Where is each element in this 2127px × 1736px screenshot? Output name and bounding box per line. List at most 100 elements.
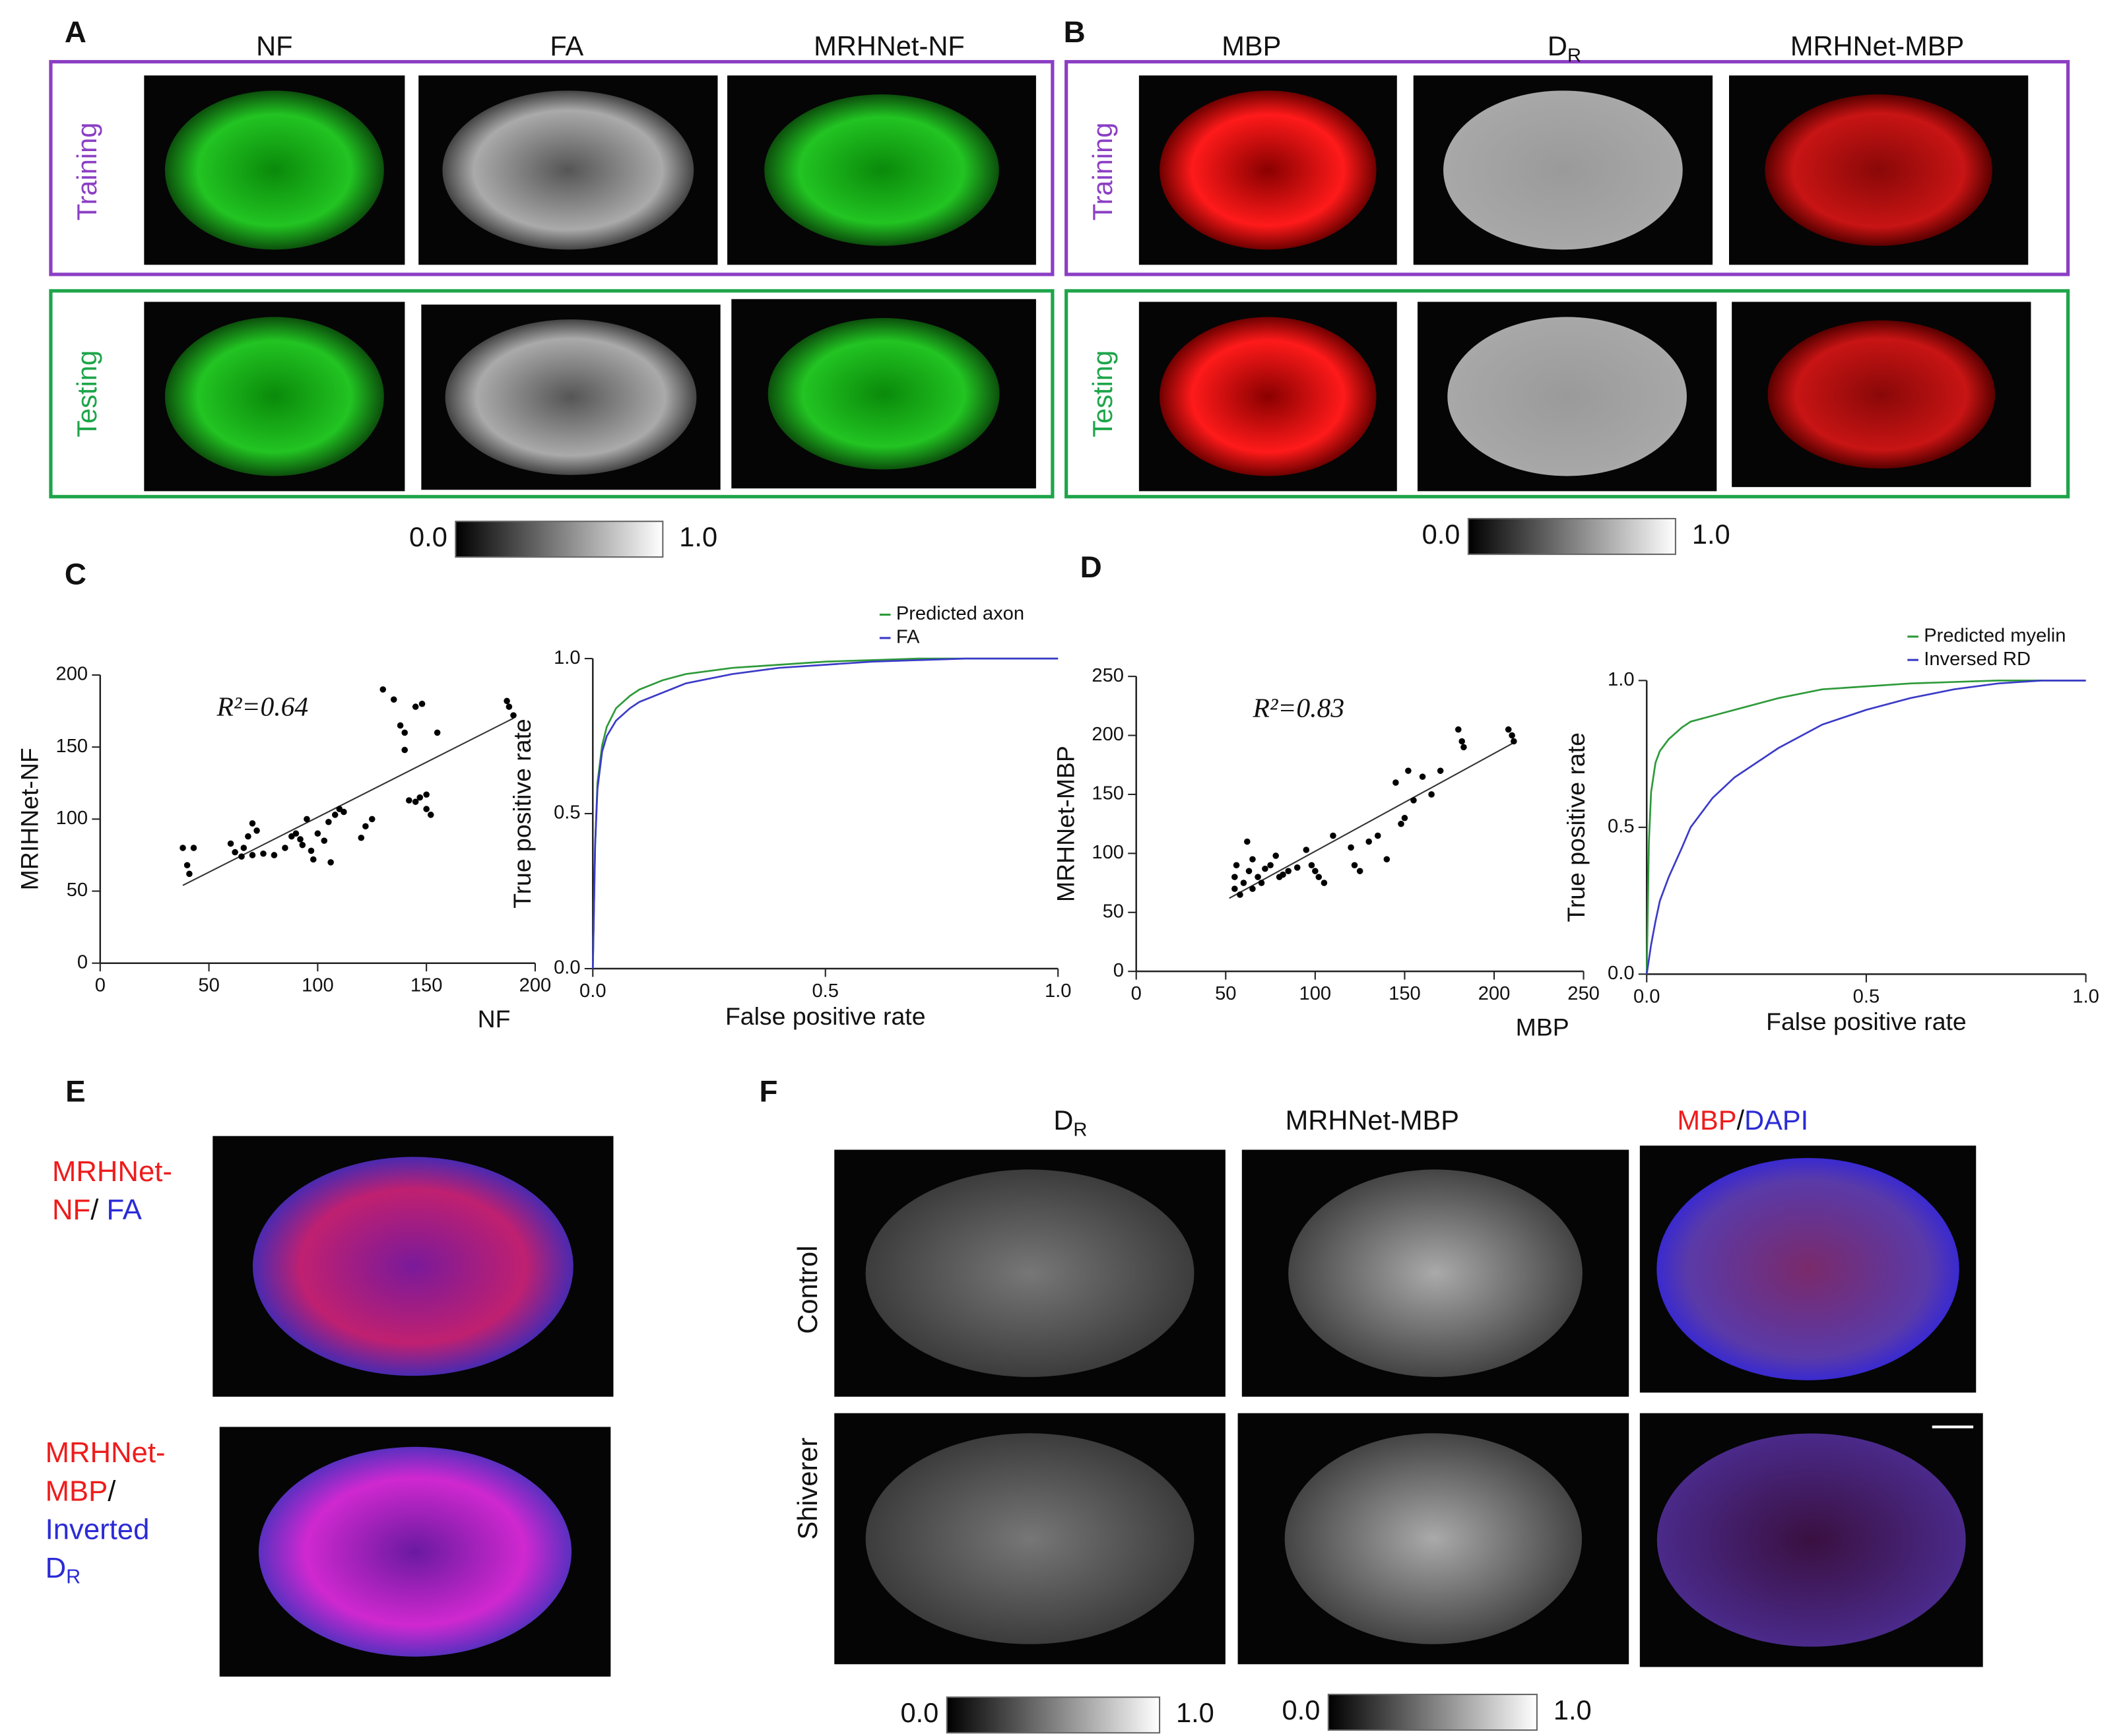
x-tick-label: 150 — [410, 975, 443, 996]
legend-label: Predicted axon — [896, 603, 1024, 624]
y-axis-label: True positive rate — [508, 719, 536, 909]
annotation: R²=0.64 — [216, 691, 309, 722]
point — [1293, 864, 1301, 871]
panel-letter: B — [1064, 15, 1086, 49]
y-tick-label: 1.0 — [1608, 669, 1634, 690]
point — [358, 834, 365, 841]
y-tick-label: 100 — [1092, 842, 1124, 863]
point — [1240, 880, 1247, 886]
x-tick-label: 0.0 — [1633, 986, 1660, 1007]
point — [1237, 891, 1243, 898]
panel-letter: C — [65, 557, 86, 591]
point — [310, 856, 317, 863]
point — [1458, 738, 1465, 745]
column-header: NF — [256, 30, 292, 61]
x-tick-label: 50 — [1215, 983, 1236, 1004]
text-part: FA — [106, 1194, 142, 1226]
point — [232, 849, 238, 856]
brain — [768, 317, 1000, 470]
roc-line — [1645, 680, 2086, 975]
point — [1315, 874, 1323, 880]
point — [390, 696, 397, 703]
point — [304, 816, 310, 823]
point — [1303, 847, 1310, 853]
text-part: MBP — [1677, 1105, 1736, 1136]
row-label: Testing — [1087, 350, 1118, 437]
column-header: DR — [1548, 30, 1581, 66]
colorbar-label: 0.0 — [409, 521, 447, 552]
point — [1460, 744, 1467, 751]
panel-letter: A — [65, 15, 86, 49]
text-part: / — [90, 1194, 106, 1226]
point — [412, 703, 419, 710]
point — [1365, 838, 1372, 845]
legend-label: Inversed RD — [1924, 649, 2031, 670]
x-axis-label: False positive rate — [1766, 1008, 1967, 1035]
row-label: Training — [1087, 123, 1118, 221]
point — [341, 808, 347, 816]
point — [1330, 832, 1336, 839]
point — [227, 840, 234, 847]
x-tick-label: 1.0 — [2072, 986, 2099, 1007]
brain — [1767, 320, 1996, 469]
x-tick-label: 0.0 — [579, 981, 606, 1002]
y-tick-label: 150 — [56, 736, 88, 757]
x-tick-label: 50 — [198, 975, 219, 996]
overlay-label: MBP/ — [46, 1475, 117, 1507]
point — [1245, 868, 1253, 874]
point — [418, 700, 426, 707]
colorbar — [946, 1696, 1161, 1734]
point — [271, 852, 278, 858]
point — [1312, 868, 1319, 874]
x-tick-label: 100 — [302, 975, 334, 996]
brain — [865, 1169, 1194, 1377]
y-tick-label: 0.5 — [1608, 816, 1634, 837]
colorbar-label: 0.0 — [900, 1697, 938, 1728]
point — [1509, 732, 1515, 739]
row-label: Shiverer — [792, 1438, 823, 1540]
point — [308, 847, 315, 854]
point — [379, 686, 387, 693]
y-tick-label: 250 — [1092, 665, 1124, 686]
point — [297, 836, 304, 843]
column-header: MRHNet-NF — [814, 30, 965, 61]
point — [1428, 791, 1435, 798]
y-tick-label: 50 — [1103, 901, 1124, 922]
point — [1374, 832, 1381, 839]
point — [416, 794, 424, 801]
point — [325, 818, 332, 825]
point — [1356, 868, 1363, 874]
brain — [865, 1433, 1194, 1644]
colorbar-label: 1.0 — [1692, 519, 1730, 550]
y-tick-label: 0.5 — [554, 802, 580, 823]
point — [406, 797, 412, 804]
legend-label: Predicted myelin — [1924, 626, 2066, 647]
point — [1308, 862, 1315, 869]
brain — [164, 317, 384, 476]
y-tick-label: 200 — [1092, 724, 1124, 745]
panel-letter: F — [759, 1074, 777, 1108]
point — [321, 837, 328, 844]
text-part: R — [1073, 1119, 1087, 1140]
y-tick-label: 150 — [1092, 783, 1124, 804]
fit-line — [1229, 743, 1513, 899]
colorbar-label: 0.0 — [1282, 1694, 1321, 1725]
text-part: D — [46, 1551, 67, 1584]
point — [183, 862, 191, 869]
colorbar — [455, 521, 664, 558]
point — [292, 830, 300, 837]
overlay-label: Inverted — [46, 1513, 150, 1545]
point — [1419, 773, 1426, 780]
training-box — [1064, 59, 2070, 276]
brain — [1288, 1169, 1583, 1377]
point — [1244, 838, 1251, 845]
point — [362, 823, 369, 830]
text-part: Inverted — [46, 1513, 150, 1545]
column-header: FA — [550, 30, 583, 61]
y-tick-label: 200 — [56, 664, 88, 685]
brain — [442, 90, 694, 250]
brain — [1656, 1157, 1959, 1380]
brain — [1656, 1433, 1966, 1647]
